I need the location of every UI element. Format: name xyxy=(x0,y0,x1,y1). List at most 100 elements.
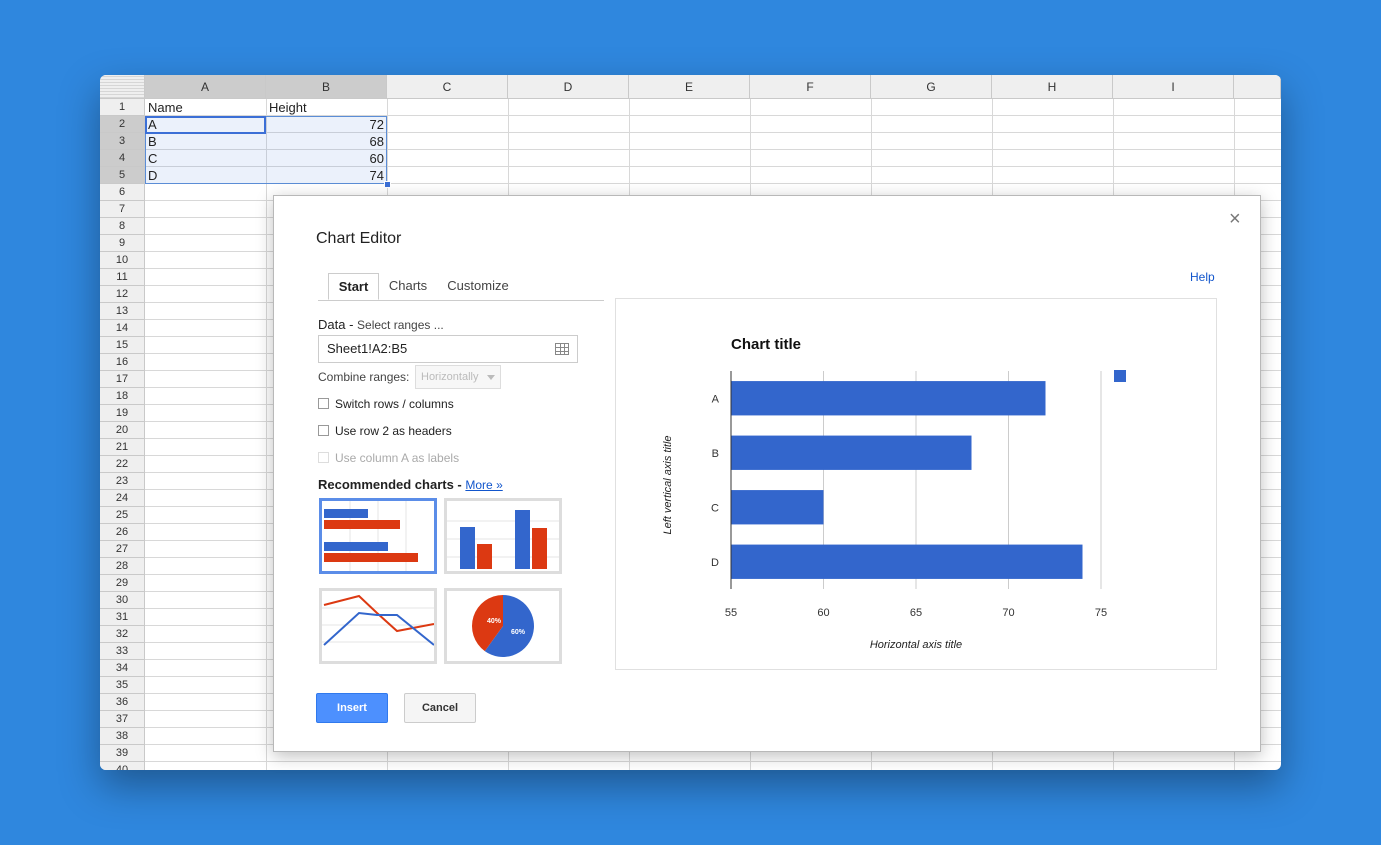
active-cell[interactable] xyxy=(145,116,266,134)
x-tick-label: 65 xyxy=(910,607,922,619)
row-header-2[interactable]: 2 xyxy=(100,116,145,133)
row-header-29[interactable]: 29 xyxy=(100,575,145,592)
bar-A xyxy=(731,381,1046,416)
row-header-12[interactable]: 12 xyxy=(100,286,145,303)
row-header-39[interactable]: 39 xyxy=(100,745,145,762)
x-axis-title: Horizontal axis title xyxy=(870,639,962,651)
column-header-e[interactable]: E xyxy=(629,75,750,99)
thumb-bar-chart[interactable] xyxy=(319,498,437,574)
row-header-36[interactable]: 36 xyxy=(100,694,145,711)
column-chart-thumb-icon xyxy=(447,510,559,569)
column-header-h[interactable]: H xyxy=(992,75,1113,99)
use-row2-checkbox[interactable] xyxy=(318,425,329,436)
cancel-button[interactable]: Cancel xyxy=(404,693,476,723)
row-header-15[interactable]: 15 xyxy=(100,337,145,354)
row-header-25[interactable]: 25 xyxy=(100,507,145,524)
row-header-24[interactable]: 24 xyxy=(100,490,145,507)
chevron-down-icon xyxy=(487,375,495,380)
switch-rows-checkbox[interactable] xyxy=(318,398,329,409)
select-all-corner[interactable] xyxy=(100,75,145,99)
more-charts-link[interactable]: More » xyxy=(465,478,503,492)
pie-left-label: 40% xyxy=(487,618,502,625)
cell-b4[interactable]: 60 xyxy=(369,151,384,166)
x-tick-label: 75 xyxy=(1095,607,1107,619)
row-header-40[interactable]: 40 xyxy=(100,762,145,770)
row-header-30[interactable]: 30 xyxy=(100,592,145,609)
close-icon[interactable]: × xyxy=(1229,208,1241,230)
row-header-11[interactable]: 11 xyxy=(100,269,145,286)
y-category-label: B xyxy=(712,448,719,460)
thumb-column-chart[interactable] xyxy=(444,498,562,574)
row-header-19[interactable]: 19 xyxy=(100,405,145,422)
row-header-33[interactable]: 33 xyxy=(100,643,145,660)
bar-chart-thumb-icon xyxy=(324,501,418,571)
row-header-21[interactable]: 21 xyxy=(100,439,145,456)
tab-start[interactable]: Start xyxy=(328,273,379,300)
column-header-g[interactable]: G xyxy=(871,75,992,99)
help-link[interactable]: Help xyxy=(1190,270,1215,284)
row-header-8[interactable]: 8 xyxy=(100,218,145,235)
cell-a1[interactable]: Name xyxy=(148,100,183,115)
row-header-31[interactable]: 31 xyxy=(100,609,145,626)
row-header-3[interactable]: 3 xyxy=(100,133,145,150)
tab-customize[interactable]: Customize xyxy=(447,278,509,293)
row-header-26[interactable]: 26 xyxy=(100,524,145,541)
thumb-line-chart[interactable] xyxy=(319,588,437,664)
column-header-a[interactable]: A xyxy=(145,75,266,99)
row-header-28[interactable]: 28 xyxy=(100,558,145,575)
row-header-27[interactable]: 27 xyxy=(100,541,145,558)
recommended-charts-heading: Recommended charts - More » xyxy=(318,477,503,492)
row-header-7[interactable]: 7 xyxy=(100,201,145,218)
row-header-17[interactable]: 17 xyxy=(100,371,145,388)
column-header-f[interactable]: F xyxy=(750,75,871,99)
fill-handle[interactable] xyxy=(384,181,391,188)
cell-b3[interactable]: 68 xyxy=(369,134,384,149)
row-header-9[interactable]: 9 xyxy=(100,235,145,252)
cell-b1[interactable]: Height xyxy=(269,100,307,115)
row-header-4[interactable]: 4 xyxy=(100,150,145,167)
cell-a4[interactable]: C xyxy=(148,151,158,166)
row-header-10[interactable]: 10 xyxy=(100,252,145,269)
column-header-i[interactable]: I xyxy=(1113,75,1234,99)
row-header-13[interactable]: 13 xyxy=(100,303,145,320)
row-header-37[interactable]: 37 xyxy=(100,711,145,728)
tab-bar: Start Charts Customize xyxy=(318,273,604,301)
row-header-16[interactable]: 16 xyxy=(100,354,145,371)
tab-charts[interactable]: Charts xyxy=(388,278,428,293)
cell-b2[interactable]: 72 xyxy=(369,117,384,132)
row-header-5[interactable]: 5 xyxy=(100,167,145,184)
column-header-partial[interactable] xyxy=(1234,75,1281,99)
row-header-23[interactable]: 23 xyxy=(100,473,145,490)
pie-chart-thumb-icon: 40% 60% xyxy=(471,595,534,657)
row-header-35[interactable]: 35 xyxy=(100,677,145,694)
row-header-14[interactable]: 14 xyxy=(100,320,145,337)
row-header-1[interactable]: 1 xyxy=(100,99,145,116)
row-header-18[interactable]: 18 xyxy=(100,388,145,405)
row-header-20[interactable]: 20 xyxy=(100,422,145,439)
cell-a3[interactable]: B xyxy=(148,134,157,149)
row-header-34[interactable]: 34 xyxy=(100,660,145,677)
row-header-38[interactable]: 38 xyxy=(100,728,145,745)
select-range-grid-icon[interactable] xyxy=(555,343,569,355)
insert-button[interactable]: Insert xyxy=(316,693,388,723)
column-header-c[interactable]: C xyxy=(387,75,508,99)
column-header-b[interactable]: B xyxy=(266,75,387,99)
row-header-22[interactable]: 22 xyxy=(100,456,145,473)
row-header-6[interactable]: 6 xyxy=(100,184,145,201)
use-row2-option[interactable]: Use row 2 as headers xyxy=(318,424,452,438)
bar-C xyxy=(731,490,824,525)
thumb-pie-chart[interactable]: 40% 60% xyxy=(444,588,562,664)
cell-a5[interactable]: D xyxy=(148,168,158,183)
legend-swatch xyxy=(1114,370,1126,382)
pie-right-label: 60% xyxy=(511,629,526,636)
switch-rows-option[interactable]: Switch rows / columns xyxy=(318,397,454,411)
row-header-32[interactable]: 32 xyxy=(100,626,145,643)
chart-preview: Chart title 55 60 65 70 75 A B C D Horizontal a… xyxy=(615,298,1217,670)
cell-a2[interactable]: A xyxy=(148,117,157,132)
cell-b5[interactable]: 74 xyxy=(369,168,384,183)
column-header-d[interactable]: D xyxy=(508,75,629,99)
combine-ranges-value: Horizontally xyxy=(421,371,479,383)
data-range-input[interactable]: Sheet1!A2:B5 xyxy=(318,335,578,363)
selected-range xyxy=(145,116,387,184)
combine-ranges-select[interactable]: Horizontally xyxy=(415,365,501,389)
